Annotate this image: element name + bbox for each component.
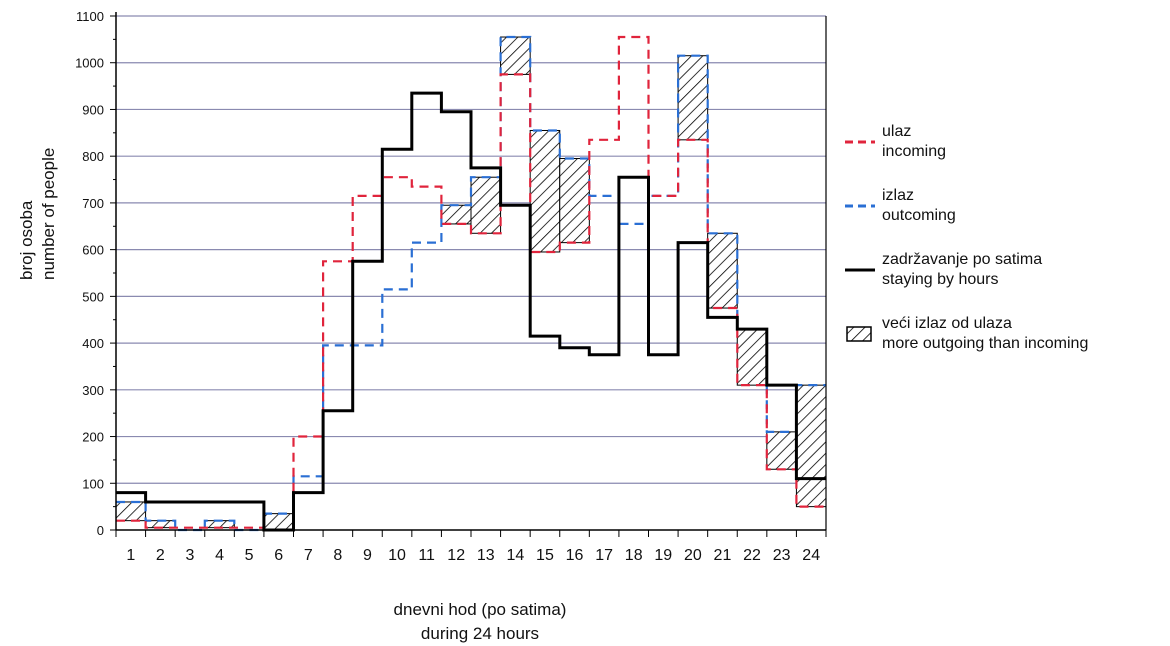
legend-label-en: more outgoing than incoming — [882, 335, 1089, 352]
x-tick-label: 21 — [714, 547, 732, 564]
x-tick-label: 3 — [186, 547, 195, 564]
y-axis-title: broj osoba number of people — [8, 148, 68, 280]
x-tick-label: 5 — [245, 547, 254, 564]
legend-item-hatch: veći izlaz od ulaza more outgoing than i… — [845, 314, 1170, 378]
hatch-region — [677, 55, 709, 141]
x-tick-label: 23 — [773, 547, 791, 564]
x-tick-label: 2 — [156, 547, 165, 564]
legend-label: izlaz — [882, 187, 915, 204]
y-tick-label: 200 — [82, 430, 104, 445]
x-tick-label: 18 — [625, 547, 643, 564]
legend-label: veći izlaz od ulaza — [882, 315, 1012, 332]
hatch-region — [795, 384, 827, 508]
x-axis-title-line2: during 24 hours — [420, 624, 540, 643]
x-tick-label: 12 — [447, 547, 465, 564]
x-tick-label: 4 — [215, 547, 224, 564]
x-tick-label: 20 — [684, 547, 702, 564]
hatch-region — [470, 176, 502, 234]
x-tick-label: 17 — [595, 547, 613, 564]
x-axis-title: dnevni hod (po satima) during 24 hours — [330, 598, 630, 646]
x-tick-label: 11 — [418, 547, 435, 564]
y-tick-label: 500 — [82, 289, 104, 304]
hatch-region — [766, 431, 797, 470]
legend-label-en: incoming — [882, 143, 947, 160]
red-dash-legend-icon — [845, 140, 875, 144]
legend-item-incoming: ulaz incoming — [845, 122, 1170, 186]
x-tick-label: 19 — [654, 547, 672, 564]
y-axis-title-line1: broj osoba — [17, 200, 36, 280]
x-tick-label: 9 — [363, 547, 372, 564]
hatch-region — [263, 513, 294, 531]
x-tick-label: 16 — [566, 547, 584, 564]
y-tick-label: 400 — [82, 336, 104, 351]
y-axis-title-line2: number of people — [39, 147, 58, 280]
x-tick-label: 8 — [333, 547, 342, 564]
y-tick-label: 1000 — [75, 56, 104, 71]
x-axis-title-line1: dnevni hod (po satima) — [393, 600, 567, 619]
x-tick-label: 7 — [304, 547, 313, 564]
y-tick-label: 600 — [82, 243, 104, 258]
x-tick-label: 10 — [388, 547, 406, 564]
series-staying-line — [116, 91, 826, 532]
legend-label-en: staying by hours — [882, 271, 999, 288]
legend-label-en: outcoming — [882, 207, 956, 224]
x-tick-label: 13 — [477, 547, 495, 564]
series-outcoming-line — [116, 35, 826, 532]
blue-dash-legend-icon — [845, 204, 875, 208]
x-tick-label: 14 — [506, 547, 524, 564]
hatch-region — [500, 36, 531, 75]
legend-label: ulaz — [882, 123, 912, 140]
x-tick-label: 24 — [802, 547, 820, 564]
hatch-legend-icon — [846, 326, 872, 342]
legend-label: zadržavanje po satima — [882, 251, 1043, 268]
x-tick-label: 15 — [536, 547, 554, 564]
x-tick-label: 22 — [743, 547, 761, 564]
hatch-region — [529, 129, 561, 253]
y-tick-label: 900 — [82, 102, 104, 117]
black-line-legend-icon — [845, 268, 875, 272]
y-tick-label: 100 — [82, 476, 104, 491]
y-tick-label: 700 — [82, 196, 104, 211]
hatch-region — [707, 232, 738, 309]
x-tick-label: 1 — [126, 547, 135, 564]
legend-item-outcoming: izlaz outcoming — [845, 186, 1170, 250]
y-tick-label: 800 — [82, 149, 104, 164]
y-tick-label: 0 — [97, 523, 104, 538]
hatch-region — [736, 328, 768, 386]
y-tick-label: 300 — [82, 383, 104, 398]
hatch-region — [115, 501, 147, 522]
legend: ulaz incoming izlaz outcoming zadržavanj… — [845, 122, 1170, 378]
hatch-region — [440, 204, 472, 225]
hatch-region — [559, 158, 590, 244]
x-tick-label: 6 — [274, 547, 283, 564]
y-tick-label: 1100 — [76, 9, 104, 24]
legend-item-staying: zadržavanje po satima staying by hours — [845, 250, 1170, 314]
